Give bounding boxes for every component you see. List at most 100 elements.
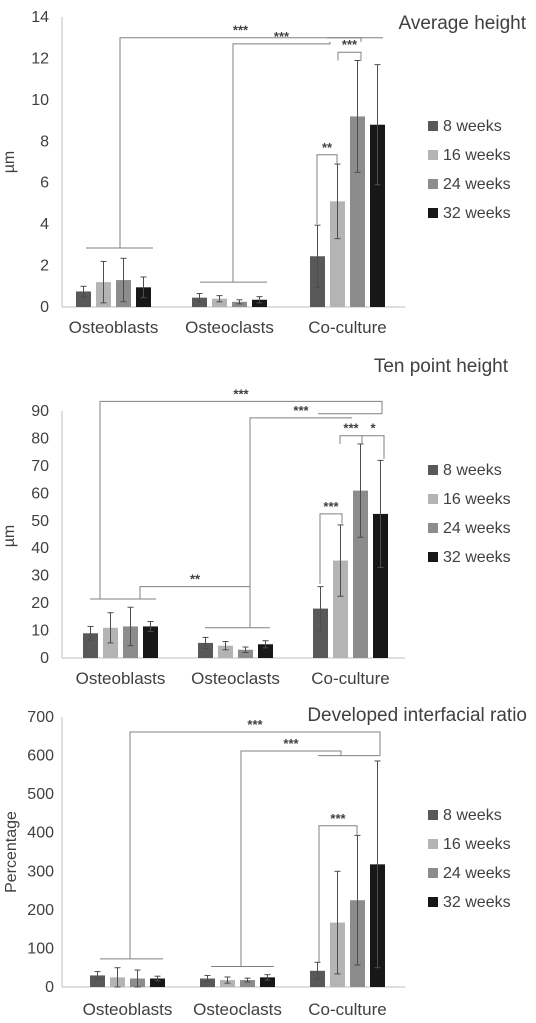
y-tick-label: 100 bbox=[27, 940, 54, 957]
bar bbox=[143, 626, 158, 658]
bar bbox=[198, 642, 213, 658]
bar bbox=[240, 980, 255, 987]
legend-swatch bbox=[428, 494, 438, 504]
legend-label: 16 weeks bbox=[443, 491, 511, 508]
significance-bracket bbox=[316, 154, 338, 225]
bar bbox=[370, 124, 385, 307]
legend-swatch bbox=[428, 868, 438, 878]
legend-label: 8 weeks bbox=[443, 118, 502, 135]
significance-label: *** bbox=[247, 717, 263, 732]
y-tick-label: 10 bbox=[31, 92, 49, 109]
chart-panel-1: 0 2 4 6 8 10 12 14 µm Average height Osteoblasts Os… bbox=[1, 9, 527, 337]
category-label: Osteoblasts bbox=[83, 1000, 173, 1019]
bar bbox=[353, 490, 368, 658]
y-tick-label: 0 bbox=[45, 979, 54, 996]
legend-swatch bbox=[428, 465, 438, 475]
y-tick-label: 8 bbox=[40, 133, 49, 150]
bar bbox=[333, 560, 348, 658]
y-tick-label: 80 bbox=[31, 430, 49, 447]
category-label: Co-culture bbox=[308, 1000, 386, 1019]
y-tick-label: 12 bbox=[31, 50, 49, 67]
legend-label: 16 weeks bbox=[443, 836, 511, 853]
legend-label: 16 weeks bbox=[443, 147, 511, 164]
significance-label: * bbox=[370, 421, 376, 436]
legend-swatch bbox=[428, 839, 438, 849]
y-tick-label: 500 bbox=[27, 786, 54, 803]
y-tick-label: 60 bbox=[31, 485, 49, 502]
significance-label: *** bbox=[323, 499, 339, 514]
y-axis-label: µm bbox=[1, 525, 18, 548]
legend-label: 24 weeks bbox=[443, 176, 511, 193]
y-tick-label: 30 bbox=[31, 568, 49, 585]
legend-swatch bbox=[428, 810, 438, 820]
significance-label: *** bbox=[274, 29, 290, 44]
significance-bracket bbox=[232, 41, 331, 283]
bar bbox=[192, 297, 207, 307]
y-tick-label: 600 bbox=[27, 748, 54, 765]
significance-label: *** bbox=[283, 736, 299, 751]
y-tick-label: 14 bbox=[31, 9, 49, 26]
significance-label: *** bbox=[233, 23, 249, 38]
bar bbox=[218, 645, 233, 658]
y-tick-label: 300 bbox=[27, 863, 54, 880]
legend-swatch bbox=[428, 523, 438, 533]
y-axis-label: µm bbox=[1, 151, 18, 174]
bar bbox=[350, 116, 365, 307]
significance-bracket bbox=[240, 750, 342, 967]
bar bbox=[212, 298, 227, 307]
bar bbox=[373, 513, 388, 658]
y-tick-label: 70 bbox=[31, 458, 49, 475]
significance-label: *** bbox=[343, 421, 359, 436]
significance-label: ** bbox=[322, 140, 333, 155]
bar bbox=[200, 978, 215, 987]
category-label: Co-culture bbox=[308, 318, 386, 337]
significance-label: *** bbox=[330, 811, 346, 826]
significance-label: *** bbox=[342, 37, 358, 52]
legend-label: 32 weeks bbox=[443, 894, 511, 911]
significance-label: *** bbox=[233, 386, 249, 401]
legend-swatch bbox=[428, 552, 438, 562]
legend-swatch bbox=[428, 208, 438, 218]
y-tick-label: 20 bbox=[31, 595, 49, 612]
legend-swatch bbox=[428, 121, 438, 131]
significance-bracket bbox=[319, 513, 343, 584]
y-tick-label: 50 bbox=[31, 513, 49, 530]
significance-bracket bbox=[99, 400, 383, 599]
y-tick-label: 6 bbox=[40, 175, 49, 192]
legend-swatch bbox=[428, 150, 438, 160]
legend-swatch bbox=[428, 897, 438, 907]
bar bbox=[252, 299, 267, 307]
bar bbox=[260, 977, 275, 987]
legend-label: 8 weeks bbox=[443, 462, 502, 479]
bar bbox=[150, 978, 165, 987]
legend-swatch bbox=[428, 179, 438, 189]
y-tick-label: 4 bbox=[40, 216, 49, 233]
category-label: Osteoclasts bbox=[191, 669, 280, 688]
category-label: Co-culture bbox=[311, 669, 389, 688]
y-tick-label: 400 bbox=[27, 825, 54, 842]
y-tick-label: 90 bbox=[31, 403, 49, 420]
y-tick-label: 200 bbox=[27, 902, 54, 919]
legend-label: 24 weeks bbox=[443, 520, 511, 537]
chart-panel-2: 0 10 20 30 40 50 60 70 80 90 µm Ten point height Ost… bbox=[1, 356, 511, 688]
y-tick-label: 0 bbox=[40, 650, 49, 667]
bar bbox=[83, 633, 98, 658]
bar bbox=[330, 201, 345, 307]
bar bbox=[232, 301, 247, 307]
significance-bracket bbox=[119, 37, 362, 248]
legend-label: 32 weeks bbox=[443, 205, 511, 222]
significance-bracket bbox=[339, 435, 363, 444]
legend-label: 24 weeks bbox=[443, 865, 511, 882]
significance-label: ** bbox=[190, 572, 201, 587]
significance-bracket bbox=[337, 51, 362, 61]
y-tick-label: 40 bbox=[31, 540, 49, 557]
legend-label: 8 weeks bbox=[443, 807, 502, 824]
significance-label: *** bbox=[293, 403, 309, 418]
chart-title: Average height bbox=[399, 13, 527, 34]
bar bbox=[258, 644, 273, 658]
significance-bracket bbox=[361, 435, 385, 460]
significance-bracket bbox=[249, 417, 352, 628]
chart-title: Ten point height bbox=[374, 356, 509, 377]
significance-bracket bbox=[318, 825, 358, 962]
